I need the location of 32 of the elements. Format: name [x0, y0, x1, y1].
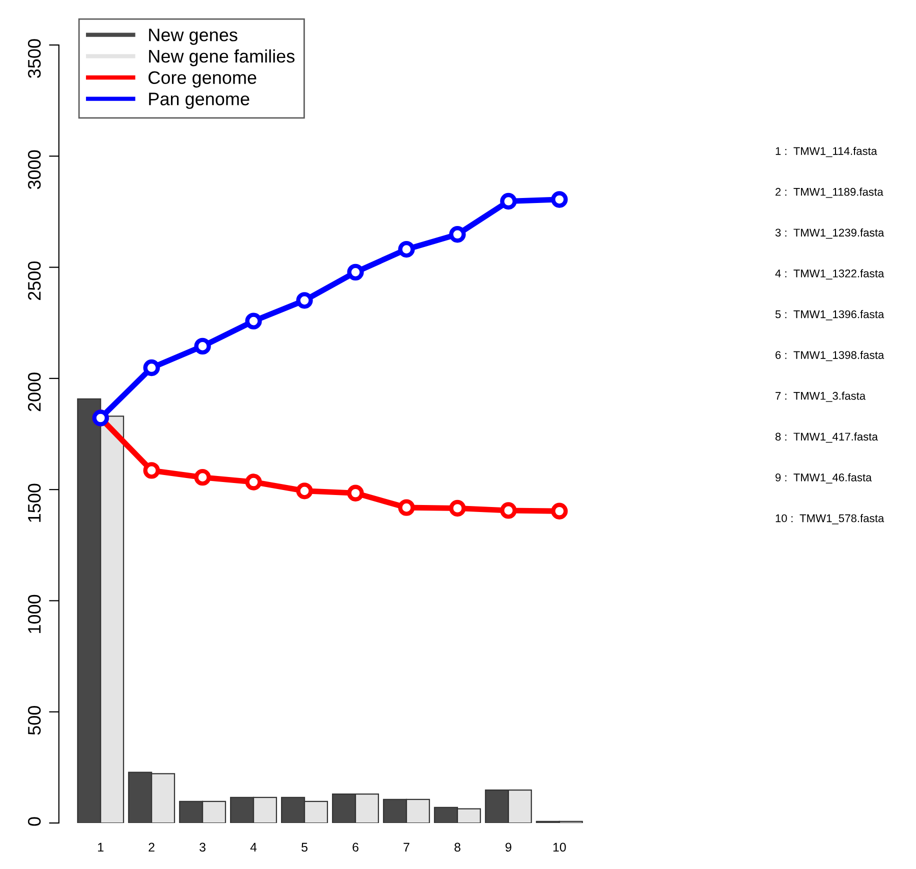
text: 10 : TMW1_578.fasta	[776, 514, 884, 524]
text: 6 : TMW1_1398.fasta	[776, 350, 884, 362]
y-tick-label: 3000	[28, 150, 41, 190]
text: 8 : TMW1_417.fasta	[775, 432, 878, 443]
y-tick-label: 500	[28, 706, 41, 735]
x-tick-label: 6	[352, 842, 358, 852]
legend-label: Core genome	[148, 71, 256, 88]
x-tick-label: 1	[98, 842, 104, 852]
text: 2 : TMW1_1189.fasta	[776, 188, 884, 198]
text: 4 : TMW1_1322.fasta	[775, 269, 884, 280]
text: 7 : TMW1_3.fasta	[776, 392, 866, 402]
x-tick-label: 5	[302, 842, 308, 852]
legend-label: New genes	[149, 28, 238, 45]
x-tick-label: 4	[250, 842, 257, 852]
x-tick-label: 7	[404, 842, 410, 852]
y-tick-label: 2500	[28, 261, 41, 300]
text: 3 : TMW1_1239.fasta	[775, 228, 884, 239]
x-tick-label: 3	[200, 842, 206, 852]
x-tick-label: 9	[506, 842, 512, 852]
text: 1 : TMW1_114.fasta	[776, 146, 878, 158]
legend-label: New gene families	[149, 49, 295, 66]
y-tick-label: 1500	[28, 484, 41, 522]
x-tick-label: 8	[454, 842, 460, 852]
text: 5 : TMW1_1396.fasta	[775, 310, 884, 320]
y-tick-label: 3500	[28, 39, 41, 78]
x-tick-label: 10	[553, 842, 566, 852]
y-tick-label: 1000	[28, 594, 41, 633]
x-tick-label: 2	[148, 842, 154, 852]
text: 9 : TMW1_46.fasta	[776, 473, 872, 484]
y-tick-label: 0	[28, 817, 41, 826]
y-tick-label: 2000	[28, 372, 41, 412]
legend-label: Pan genome	[149, 92, 250, 109]
